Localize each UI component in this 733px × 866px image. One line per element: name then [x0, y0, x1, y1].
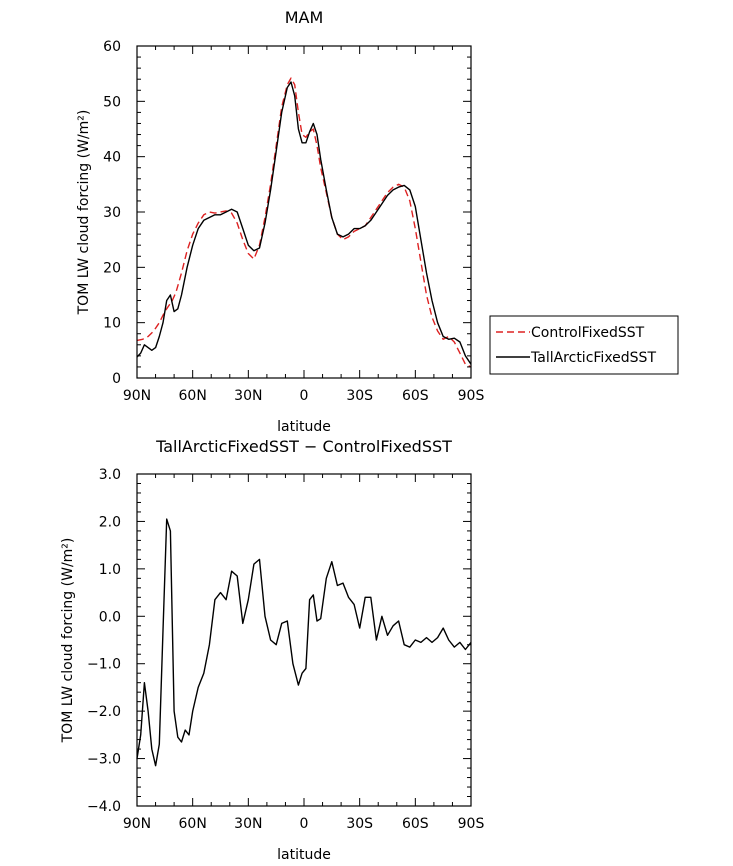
bottom-ticks-group: 90N 60N 30N 0 30S 60S 90S −4.0 −3.0 −2.0 −1.0 0.0 1.…	[87, 467, 484, 832]
top-x-tick-label: 60S	[402, 388, 429, 404]
top-series-line-0	[136, 77, 472, 368]
bottom-panel: TallArcticFixedSST − ControlFixedSST lat…	[60, 437, 484, 863]
bottom-chart-title: TallArcticFixedSST − ControlFixedSST	[155, 437, 452, 456]
top-x-axis-label: latitude	[277, 419, 331, 435]
bottom-y-tick-label: 1.0	[99, 562, 121, 578]
top-x-tick-label: 30N	[234, 388, 262, 404]
top-x-tick-label: 60N	[179, 388, 207, 404]
top-y-tick-label: 10	[103, 316, 121, 332]
bottom-x-tick-label: 90N	[123, 816, 151, 832]
top-y-tick-label: 40	[103, 150, 121, 166]
top-chart-title: MAM	[285, 8, 324, 27]
top-y-tick-label: 20	[103, 260, 121, 276]
top-plot-frame	[136, 45, 472, 379]
top-panel: MAM latitude TOM LW cloud forcing (W/m²)…	[76, 8, 679, 435]
legend-label-control: ControlFixedSST	[531, 325, 645, 341]
top-y-tick-label: 50	[103, 94, 121, 110]
bottom-x-tick-label: 0	[300, 816, 309, 832]
legend: ControlFixedSST TallArcticFixedSST	[489, 315, 679, 375]
bottom-y-tick-label: 2.0	[99, 514, 121, 530]
top-y-tick-label: 0	[112, 371, 121, 387]
top-x-tick-label: 30S	[346, 388, 373, 404]
bottom-x-tick-label: 30S	[346, 816, 373, 832]
top-series-group	[136, 77, 472, 368]
top-y-tick-label: 60	[103, 39, 121, 55]
bottom-x-tick-label: 60S	[402, 816, 429, 832]
top-y-axis-label: TOM LW cloud forcing (W/m²)	[76, 110, 92, 316]
bottom-y-tick-label: −3.0	[87, 752, 121, 768]
top-x-tick-label: 90N	[123, 388, 151, 404]
bottom-series-line-0	[136, 518, 472, 767]
top-x-axis-title: latitude	[277, 419, 331, 435]
legend-box	[489, 315, 679, 375]
top-y-tick-label: 30	[103, 205, 121, 221]
bottom-y-tick-label: −4.0	[87, 799, 121, 815]
bottom-y-tick-label: 3.0	[99, 467, 121, 483]
top-x-tick-label: 0	[300, 388, 309, 404]
bottom-y-tick-label: 0.0	[99, 609, 121, 625]
top-series-line-1	[136, 81, 472, 365]
bottom-x-tick-label: 90S	[458, 816, 485, 832]
bottom-x-axis-label: latitude	[277, 847, 331, 863]
bottom-y-tick-label: −2.0	[87, 704, 121, 720]
bottom-x-tick-label: 60N	[179, 816, 207, 832]
legend-label-tallarctic: TallArcticFixedSST	[530, 350, 656, 366]
bottom-series-group	[136, 518, 472, 767]
top-x-tick-label: 90S	[458, 388, 485, 404]
bottom-x-tick-label: 30N	[234, 816, 262, 832]
top-ticks-group: 90N 60N 30N 0 30S 60S 90S 0 10 20 30 40 50 60	[103, 39, 484, 404]
bottom-y-tick-label: −1.0	[87, 657, 121, 673]
bottom-plot-frame	[136, 473, 472, 807]
bottom-y-axis-label: TOM LW cloud forcing (W/m²)	[60, 538, 76, 744]
